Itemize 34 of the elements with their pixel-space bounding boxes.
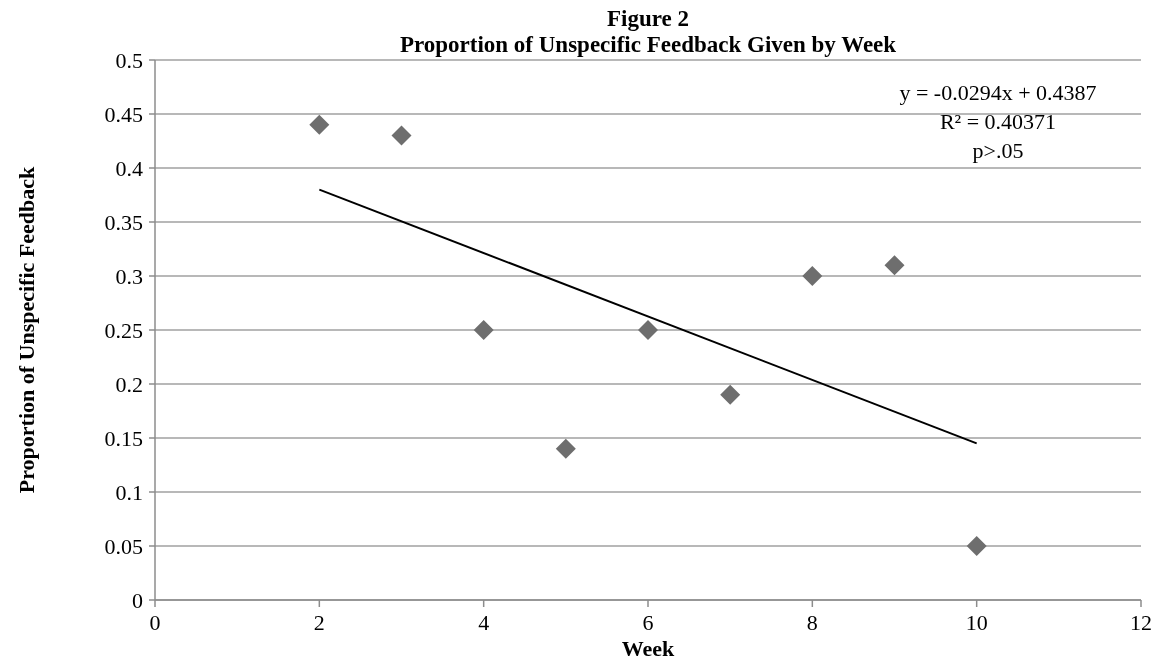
point xyxy=(966,536,987,556)
x-tick-label: 2 xyxy=(313,610,325,635)
y-tick-label: 0.5 xyxy=(115,47,143,73)
y-tick-label: 0.05 xyxy=(104,533,143,559)
point xyxy=(884,255,905,276)
y-tick-label: 0.1 xyxy=(115,479,143,505)
x-axis-title: Week xyxy=(621,636,676,661)
point xyxy=(638,320,658,340)
y-tick-label: 0.45 xyxy=(104,101,143,127)
y-tick-label: 0.3 xyxy=(115,263,143,289)
y-tick-label: 0 xyxy=(132,587,143,613)
x-tick-label: 6 xyxy=(642,610,654,635)
x-tick-label: 0 xyxy=(149,610,161,635)
annotation: R² = 0.40371 xyxy=(939,109,1057,134)
point xyxy=(802,266,823,286)
y-tick-label: 0.35 xyxy=(104,209,143,235)
y-tick-label: 0.25 xyxy=(104,317,143,343)
point xyxy=(309,114,330,135)
y-tick-label: 0.15 xyxy=(104,425,143,451)
x-tick-label: 4 xyxy=(478,610,490,635)
x-tick-label: 8 xyxy=(806,610,818,635)
point xyxy=(555,438,576,459)
chart-title: Figure 2 xyxy=(607,6,689,31)
chart-subtitle: Proportion of Unspecific Feedback Given by Week xyxy=(399,32,897,57)
y-axis-title: Proportion of Unspecific Feedback xyxy=(14,165,39,494)
point xyxy=(720,384,741,405)
point xyxy=(473,320,494,340)
annotation: p>.05 xyxy=(972,138,1024,163)
annotation: y = -0.0294x + 0.4387 xyxy=(899,80,1097,105)
point xyxy=(391,125,412,146)
x-tick-label: 12 xyxy=(1130,610,1152,635)
x-tick-label: 10 xyxy=(965,610,988,635)
y-tick-label: 0.4 xyxy=(115,155,143,181)
y-tick-label: 0.2 xyxy=(115,371,143,397)
